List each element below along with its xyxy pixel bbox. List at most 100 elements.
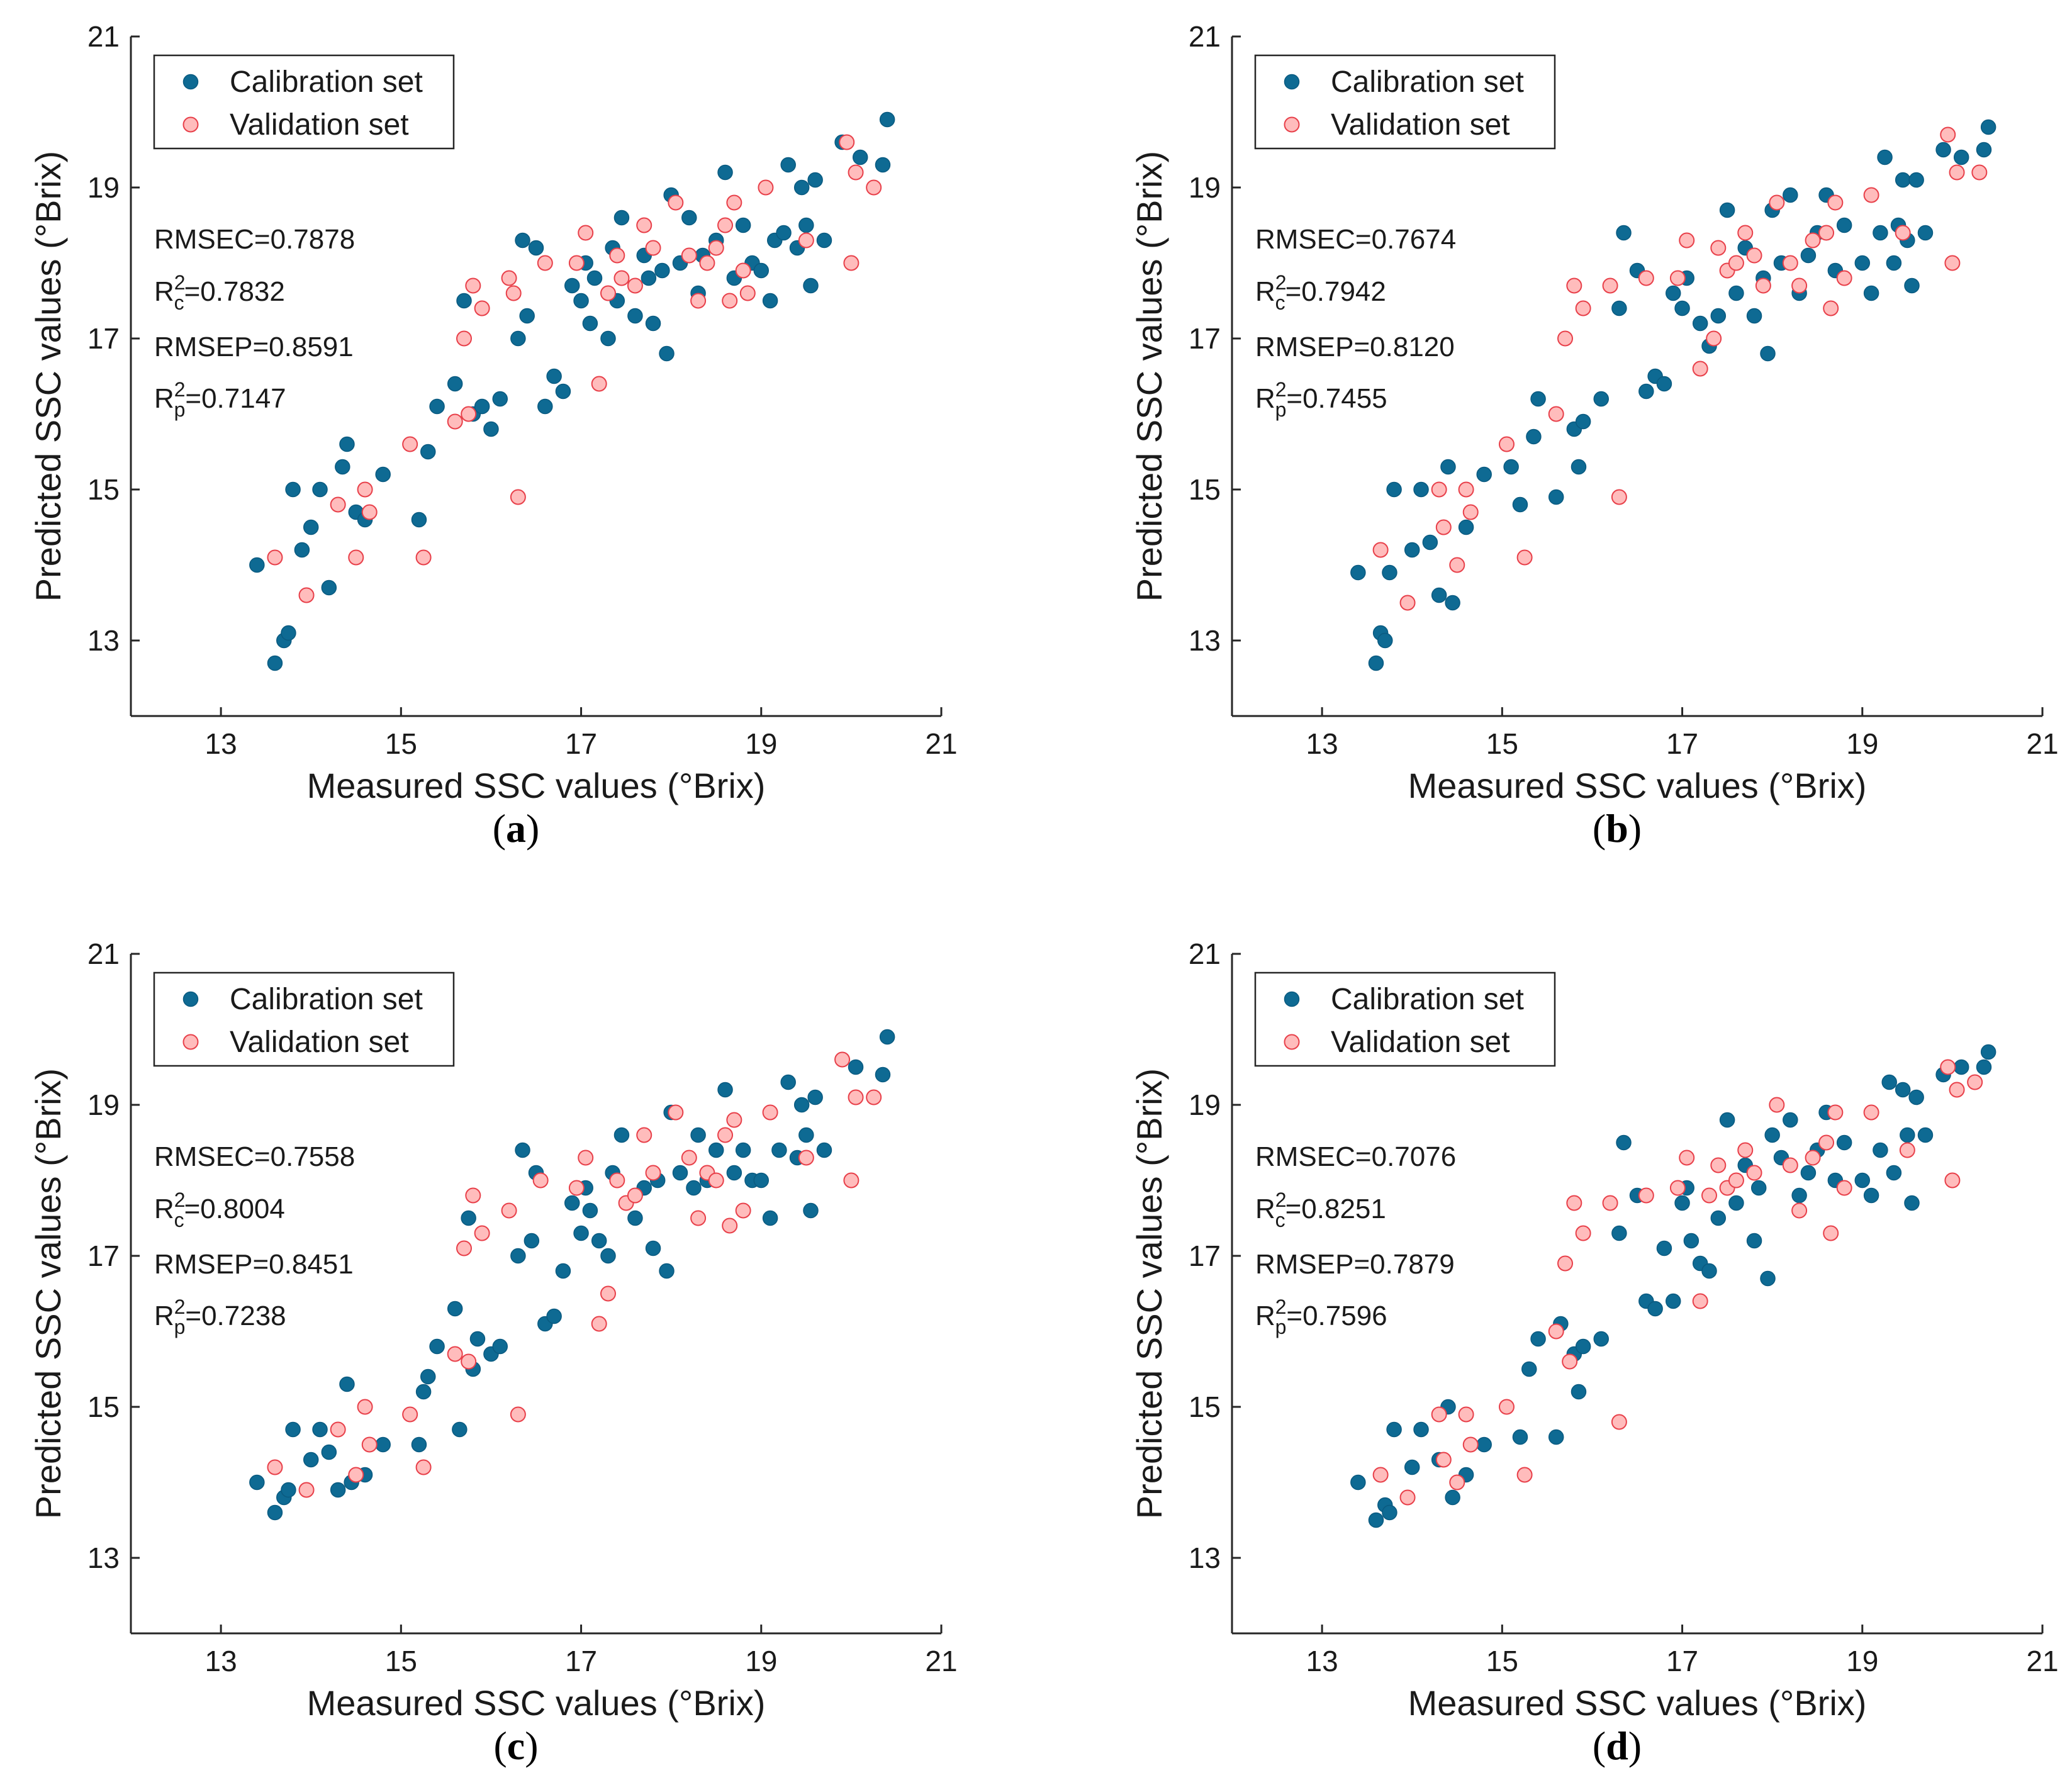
rc2-subscript: c: [1275, 1209, 1285, 1231]
rc2-superscript: 2: [1275, 271, 1287, 294]
panel-c: 13 15 17 19 21 13 15 17 19 21 Measured SSC values …: [28, 937, 958, 1768]
validation-point: [1782, 255, 1798, 271]
validation-point: [1557, 1255, 1574, 1272]
calibration-point: [1908, 172, 1924, 188]
calibration-point: [321, 1444, 337, 1460]
rp2-superscript: 2: [1275, 1295, 1287, 1318]
validation-point: [609, 247, 625, 264]
y-tick-label: 19: [1189, 1088, 1221, 1121]
validation-point: [699, 255, 715, 271]
validation-point: [668, 1104, 684, 1121]
validation-point: [505, 285, 522, 301]
calibration-point: [1980, 1044, 1996, 1060]
legend-box: [153, 971, 455, 1067]
calibration-point: [249, 1474, 265, 1491]
rc2-symbol: R: [154, 276, 174, 307]
validation-point: [474, 1225, 490, 1241]
validation-point: [532, 1172, 549, 1189]
calibration-point: [285, 1421, 301, 1438]
validation-point: [1769, 1097, 1785, 1113]
calibration-point: [1764, 1127, 1780, 1143]
calibration-point: [848, 1059, 864, 1075]
validation-point: [717, 217, 734, 233]
validation-point: [267, 1459, 283, 1475]
calibration-point: [1683, 1233, 1700, 1249]
rc2-value: =0.8004: [184, 1194, 285, 1224]
validation-point: [1611, 489, 1627, 505]
validation-point: [1710, 1157, 1727, 1173]
calibration-point: [762, 1210, 778, 1226]
calibration-point: [415, 1384, 432, 1400]
validation-point: [1823, 300, 1839, 316]
calibration-point: [1886, 1165, 1902, 1181]
legend: Calibration set Validation set: [153, 971, 455, 1067]
calibration-point: [375, 1436, 391, 1453]
calibration-point: [1760, 345, 1776, 362]
validation-point: [717, 1127, 734, 1143]
validation-point: [1944, 255, 1961, 271]
legend-validation-label: Validation set: [230, 1026, 409, 1059]
calibration-point: [1908, 1089, 1924, 1105]
rc2-value: =0.7942: [1285, 276, 1386, 307]
calibration-point: [780, 157, 796, 173]
rp2-subscript: p: [174, 398, 186, 421]
rc2-symbol: R: [1255, 276, 1275, 307]
validation-point: [609, 1172, 625, 1189]
calibration-point: [1873, 225, 1888, 241]
validation-point: [1791, 277, 1808, 294]
calibration-point: [1593, 1331, 1610, 1347]
validation-point: [1372, 1467, 1389, 1483]
calibration-point: [1881, 1074, 1897, 1090]
calibration-point: [303, 519, 319, 535]
x-tick-label: 21: [925, 1645, 957, 1677]
caption-letter: d: [1606, 1723, 1628, 1768]
y-tick-label: 15: [87, 473, 120, 506]
x-tick-label: 15: [1486, 1645, 1518, 1677]
calibration-point: [1980, 119, 1996, 135]
validation-point: [690, 293, 707, 309]
validation-point: [1557, 330, 1574, 347]
legend-validation-marker: [1284, 1034, 1300, 1050]
panel-caption: (a): [493, 806, 540, 851]
validation-point: [1458, 1406, 1474, 1423]
validation-point: [708, 1172, 724, 1189]
validation-point: [1728, 1172, 1744, 1189]
calibration-point: [1760, 1270, 1776, 1287]
y-tick-label: 21: [87, 20, 120, 53]
calibration-point: [267, 655, 283, 671]
validation-point: [1562, 1353, 1578, 1370]
validation-point: [798, 1150, 814, 1166]
validation-point: [330, 496, 346, 513]
caption-open-paren: (: [493, 806, 506, 851]
validation-point: [510, 489, 526, 505]
validation-point: [1836, 1180, 1852, 1196]
validation-point: [708, 240, 724, 256]
calibration-point: [546, 1308, 562, 1324]
calibration-point: [281, 1482, 296, 1498]
calibration-point: [1616, 225, 1632, 241]
calibration-point: [681, 210, 697, 226]
calibration-point: [1548, 489, 1564, 505]
calibration-point: [1877, 149, 1893, 165]
calibration-point: [1719, 1112, 1735, 1128]
x-tick-label: 21: [2026, 1645, 2058, 1677]
validation-point: [1669, 1180, 1686, 1196]
legend-box: [153, 54, 455, 150]
validation-series: [1372, 1059, 1983, 1506]
calibration-point: [771, 1142, 787, 1158]
x-tick-label: 19: [745, 1645, 777, 1677]
x-tick-label: 15: [1486, 727, 1518, 760]
y-axis-label: Predicted SSC values (°Brix): [1129, 151, 1169, 602]
calibration-point: [564, 1195, 580, 1211]
calibration-point: [1647, 1301, 1663, 1317]
calibration-point: [645, 1240, 661, 1256]
x-axis-label: Measured SSC values (°Brix): [307, 1683, 766, 1723]
y-axis-label: Predicted SSC values (°Brix): [28, 151, 68, 602]
validation-point: [447, 413, 463, 430]
rc2-value: =0.7832: [184, 276, 285, 307]
validation-point: [848, 164, 864, 181]
calibration-point: [555, 383, 571, 400]
calibration-point: [875, 1066, 891, 1083]
